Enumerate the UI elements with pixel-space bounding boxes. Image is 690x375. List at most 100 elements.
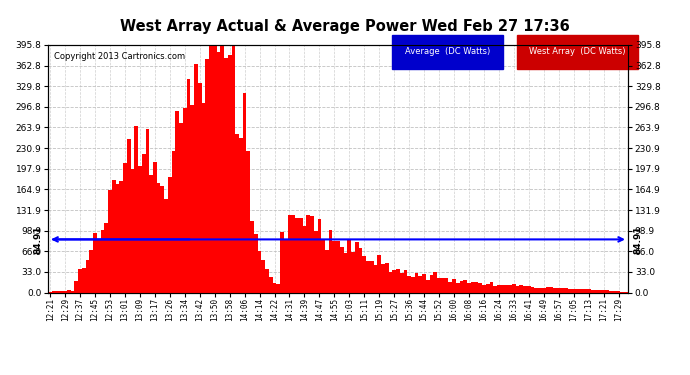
Bar [497, 285, 501, 292]
Bar [130, 169, 135, 292]
Bar [437, 278, 441, 292]
Bar [224, 58, 228, 292]
Bar [101, 230, 104, 292]
Bar [527, 286, 531, 292]
Text: 84.91: 84.91 [34, 225, 43, 254]
Bar [75, 280, 78, 292]
Bar [250, 220, 254, 292]
Bar [157, 183, 161, 292]
Bar [430, 275, 433, 292]
Text: West Array Actual & Average Power Wed Feb 27 17:36: West Array Actual & Average Power Wed Fe… [120, 19, 570, 34]
Bar [444, 278, 448, 292]
Bar [489, 282, 493, 292]
Bar [493, 286, 497, 292]
Bar [523, 286, 527, 292]
Bar [291, 215, 295, 292]
Bar [415, 273, 419, 292]
Bar [306, 215, 310, 292]
Bar [86, 260, 90, 292]
Bar [362, 256, 366, 292]
Bar [322, 240, 325, 292]
Bar [104, 223, 108, 292]
Bar [419, 276, 422, 292]
Bar [475, 282, 478, 292]
Bar [303, 226, 306, 292]
Bar [108, 190, 112, 292]
Bar [580, 289, 583, 292]
Bar [175, 111, 179, 292]
Bar [400, 273, 404, 292]
Bar [515, 286, 520, 292]
Bar [340, 247, 344, 292]
Bar [295, 217, 299, 292]
Bar [168, 177, 172, 292]
Bar [93, 233, 97, 292]
Text: Average  (DC Watts): Average (DC Watts) [405, 48, 490, 57]
Bar [257, 251, 262, 292]
Bar [265, 269, 269, 292]
Bar [456, 283, 460, 292]
Bar [333, 241, 336, 292]
Bar [520, 285, 523, 292]
Bar [553, 288, 557, 292]
Text: West Array  (DC Watts): West Array (DC Watts) [529, 48, 626, 57]
Bar [254, 234, 257, 292]
Bar [560, 288, 564, 292]
Bar [317, 219, 322, 292]
Bar [220, 0, 224, 292]
Bar [348, 239, 351, 292]
Bar [119, 181, 123, 292]
Bar [396, 268, 400, 292]
Bar [190, 105, 194, 292]
Bar [82, 267, 86, 292]
Bar [164, 199, 168, 292]
Bar [426, 280, 430, 292]
Bar [542, 288, 546, 292]
Bar [393, 270, 396, 292]
Bar [59, 291, 63, 292]
Bar [288, 215, 291, 292]
Bar [127, 139, 130, 292]
Bar [464, 280, 467, 292]
Bar [448, 282, 452, 292]
Bar [235, 134, 239, 292]
Bar [273, 283, 277, 292]
Bar [138, 166, 141, 292]
Bar [314, 231, 317, 292]
Bar [549, 287, 553, 292]
Bar [325, 250, 328, 292]
Bar [572, 290, 575, 292]
Bar [161, 186, 164, 292]
Bar [112, 180, 116, 292]
Bar [598, 290, 602, 292]
Bar [583, 290, 586, 292]
Bar [478, 283, 482, 292]
Bar [370, 261, 373, 292]
Bar [535, 288, 538, 292]
Bar [385, 263, 388, 292]
Bar [97, 238, 101, 292]
Bar [359, 248, 362, 292]
Bar [246, 152, 250, 292]
Bar [146, 129, 149, 292]
Bar [460, 281, 464, 292]
Bar [201, 103, 206, 292]
Bar [336, 241, 340, 292]
Bar [284, 240, 288, 292]
Bar [277, 284, 280, 292]
Bar [575, 289, 580, 292]
Bar [187, 79, 190, 292]
Bar [377, 255, 381, 292]
Bar [179, 123, 183, 292]
Bar [605, 290, 609, 292]
Bar [71, 291, 75, 292]
Bar [232, 39, 235, 292]
Bar [504, 285, 509, 292]
Bar [344, 254, 348, 292]
Bar [613, 291, 617, 292]
Bar [568, 289, 572, 292]
Bar [609, 291, 613, 292]
Bar [564, 288, 568, 292]
Bar [591, 290, 594, 292]
Bar [243, 93, 246, 292]
